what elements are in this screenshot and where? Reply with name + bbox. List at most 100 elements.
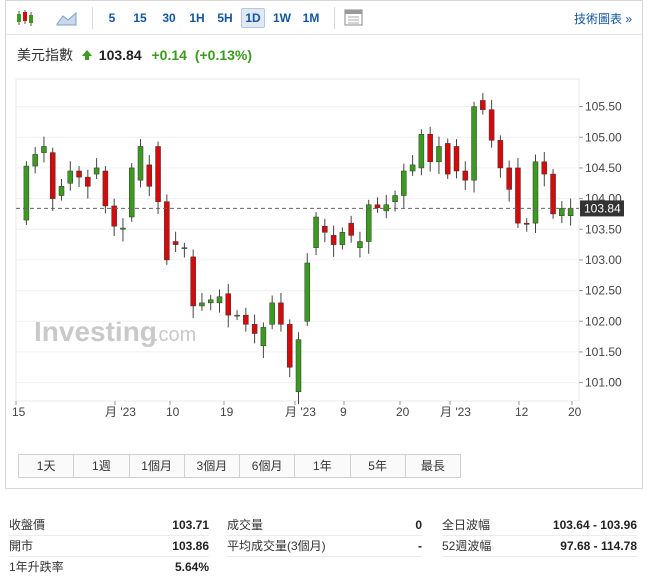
interval-1h[interactable]: 1H bbox=[189, 11, 205, 25]
x-tick-label: 19 bbox=[220, 405, 234, 419]
candle bbox=[49, 147, 56, 211]
candle bbox=[155, 141, 161, 214]
candle bbox=[313, 212, 319, 256]
up-arrow-icon bbox=[81, 48, 93, 60]
stat-1y-change: 1年升跌率 5.64% bbox=[9, 560, 209, 574]
candle bbox=[234, 310, 240, 321]
x-tick-label: 15 bbox=[12, 405, 26, 419]
range-1d[interactable]: 1天 bbox=[19, 455, 75, 477]
candle bbox=[251, 314, 258, 344]
range-1w[interactable]: 1週 bbox=[74, 455, 130, 477]
quote-header: 美元指數 103.84 +0.14 (+0.13%) bbox=[17, 45, 252, 65]
interval-1w[interactable]: 1W bbox=[273, 11, 291, 25]
candle bbox=[146, 155, 153, 197]
candle bbox=[76, 166, 82, 187]
stat-day-range: 全日波幅 103.64 - 103.96 bbox=[442, 515, 637, 536]
candle bbox=[260, 322, 267, 359]
x-tick-label: 9 bbox=[340, 405, 347, 419]
candle bbox=[506, 160, 512, 202]
interval-1d[interactable]: 1D bbox=[241, 8, 265, 28]
candle bbox=[453, 139, 460, 179]
range-6m[interactable]: 6個月 bbox=[240, 455, 296, 477]
stat-52w-range: 52週波幅 97.68 - 114.78 bbox=[442, 536, 637, 557]
interval-15[interactable]: 15 bbox=[133, 11, 147, 25]
candle bbox=[23, 161, 30, 225]
x-tick-label: 20 bbox=[568, 405, 582, 419]
candle bbox=[330, 225, 337, 257]
candle bbox=[137, 139, 144, 188]
stat-volume: 成交量 0 bbox=[227, 515, 422, 536]
candle bbox=[462, 161, 469, 191]
candle bbox=[532, 154, 539, 233]
last-price-tag: 103.84 bbox=[580, 200, 624, 217]
x-tick-label: 月 '23 bbox=[440, 405, 471, 419]
x-tick-label: 12 bbox=[515, 405, 529, 419]
candle bbox=[216, 289, 223, 313]
watermark-suffix: .com bbox=[153, 324, 196, 346]
candle bbox=[181, 242, 188, 258]
price-change: +0.14 bbox=[151, 47, 187, 63]
candlestick-icon[interactable] bbox=[14, 9, 36, 27]
interval-5h[interactable]: 5H bbox=[217, 11, 233, 25]
candle bbox=[111, 198, 117, 237]
interval-5[interactable]: 5 bbox=[108, 11, 116, 25]
candle bbox=[128, 163, 135, 222]
candle bbox=[85, 169, 91, 199]
candle bbox=[374, 197, 381, 213]
price-chart[interactable]: Investing.com 105.50105.00104.50104.0010… bbox=[6, 1, 642, 441]
candle bbox=[164, 194, 170, 265]
price-change-pct: (+0.13%) bbox=[194, 47, 253, 63]
candle bbox=[269, 295, 275, 330]
x-tick-label: 20 bbox=[396, 405, 410, 419]
y-tick-label: 103.00 bbox=[585, 253, 622, 267]
stat-avg-volume: 平均成交量(3個月) - bbox=[227, 536, 422, 557]
interval-30[interactable]: 30 bbox=[162, 11, 176, 25]
candle bbox=[41, 136, 47, 163]
y-tick-label: 102.50 bbox=[585, 284, 622, 298]
x-tick-label: 月 '23 bbox=[105, 405, 136, 419]
candle bbox=[120, 218, 126, 242]
y-tick-label: 101.00 bbox=[585, 376, 622, 390]
candle bbox=[32, 147, 38, 174]
x-tick-label: 月 '23 bbox=[285, 405, 316, 419]
stat-open: 開市 103.86 bbox=[9, 536, 209, 557]
y-tick-label: 101.50 bbox=[585, 345, 622, 359]
stat-close: 收盤價 103.71 bbox=[9, 515, 209, 536]
area-chart-icon[interactable] bbox=[56, 10, 78, 26]
candle bbox=[550, 169, 556, 219]
y-tick-label: 103.50 bbox=[585, 222, 622, 236]
candle bbox=[480, 93, 486, 115]
candle bbox=[383, 194, 390, 219]
candle bbox=[207, 294, 214, 311]
candle bbox=[93, 158, 100, 179]
candle bbox=[58, 178, 65, 201]
candle bbox=[427, 126, 433, 172]
candle bbox=[471, 101, 477, 193]
technical-chart-link[interactable]: 技術圖表 » bbox=[573, 12, 632, 26]
candle bbox=[348, 215, 354, 243]
y-tick-label: 104.50 bbox=[585, 161, 622, 175]
candle bbox=[541, 151, 548, 187]
candle bbox=[488, 99, 495, 148]
candle bbox=[418, 129, 425, 176]
range-3m[interactable]: 3個月 bbox=[185, 455, 240, 477]
candle bbox=[199, 293, 205, 311]
candle bbox=[497, 135, 504, 178]
candle bbox=[357, 231, 363, 258]
range-1m[interactable]: 1個月 bbox=[130, 455, 185, 477]
y-tick-label: 105.50 bbox=[585, 100, 622, 114]
candle bbox=[286, 319, 293, 378]
candle bbox=[436, 136, 442, 175]
range-1y[interactable]: 1年 bbox=[295, 455, 351, 477]
instrument-name: 美元指數 bbox=[17, 47, 73, 63]
range-max[interactable]: 最長 bbox=[420, 459, 445, 473]
candle bbox=[304, 253, 311, 327]
candle bbox=[190, 249, 196, 319]
candle bbox=[559, 201, 565, 224]
y-tick-label: 105.00 bbox=[585, 130, 622, 144]
range-5y[interactable]: 5年 bbox=[351, 455, 406, 477]
last-price: 103.84 bbox=[98, 47, 142, 63]
grid-icon[interactable] bbox=[344, 9, 364, 27]
candle bbox=[409, 155, 416, 176]
interval-1m[interactable]: 1M bbox=[302, 11, 320, 25]
